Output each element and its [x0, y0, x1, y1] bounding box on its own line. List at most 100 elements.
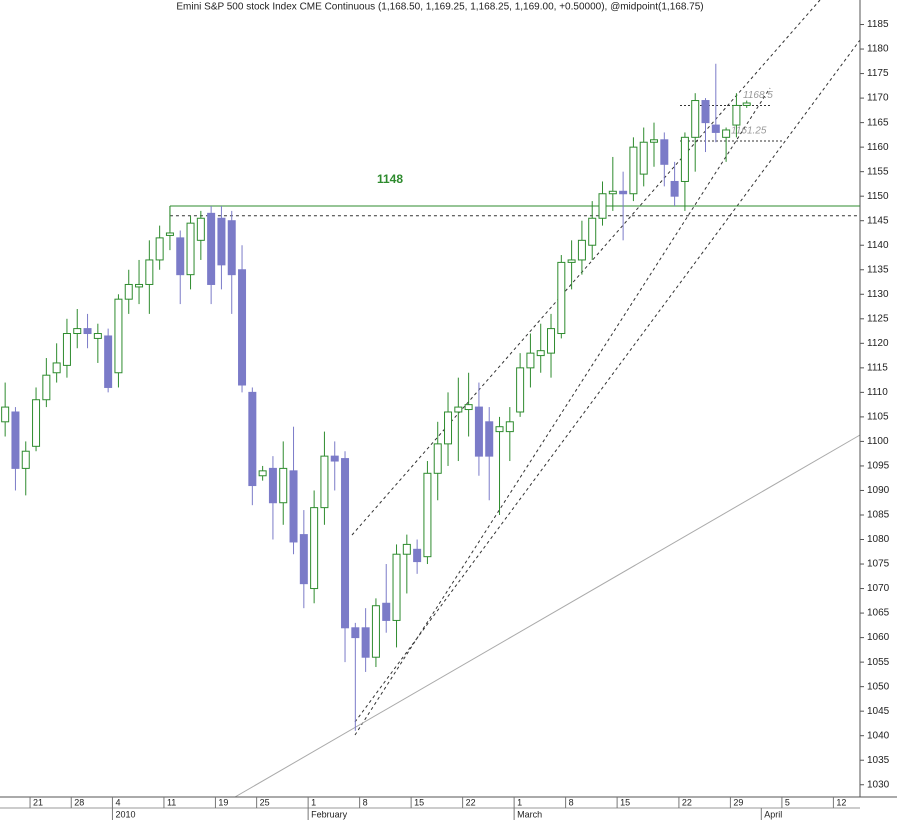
- x-tick-label: 22: [682, 797, 692, 807]
- candle-body: [176, 237, 185, 276]
- y-tick-label: 1080: [867, 534, 890, 545]
- x-tick-label: 22: [466, 797, 476, 807]
- x-tick-label: 29: [733, 797, 743, 807]
- y-tick-label: 1045: [867, 706, 890, 717]
- candle-body: [11, 411, 20, 469]
- range-label: 1168.5: [743, 90, 773, 101]
- candle-body: [361, 627, 370, 658]
- y-tick-label: 1075: [867, 559, 890, 570]
- x-tick-label: 5: [785, 797, 790, 807]
- resistance-label: 1148: [377, 172, 403, 186]
- candle-body: [392, 553, 401, 621]
- candle-body: [83, 328, 92, 335]
- candle-body: [433, 443, 442, 474]
- y-tick-label: 1130: [867, 289, 889, 300]
- candle-body: [32, 399, 41, 447]
- candle-body: [701, 100, 710, 124]
- candle-body: [547, 328, 556, 354]
- candle-body: [619, 190, 628, 195]
- candle-body: [1, 406, 10, 423]
- candle-body: [536, 350, 545, 357]
- y-tick-label: 1065: [867, 608, 890, 619]
- x-tick-label: 11: [167, 797, 176, 807]
- y-tick-label: 1110: [867, 387, 888, 398]
- x-tick-label: 8: [363, 797, 368, 807]
- candle-body: [351, 627, 360, 639]
- month-label: February: [311, 809, 348, 819]
- month-label: 2010: [115, 809, 135, 819]
- candle-body: [310, 507, 319, 590]
- y-tick-label: 1145: [867, 215, 889, 226]
- x-tick-label: 8: [569, 797, 574, 807]
- y-tick-label: 1170: [867, 93, 889, 104]
- candle-body: [238, 269, 247, 386]
- candle-body: [21, 450, 30, 469]
- y-tick-label: 1120: [867, 338, 889, 349]
- x-tick-label: 21: [33, 797, 43, 807]
- y-tick-label: 1070: [867, 583, 890, 594]
- candle-body: [207, 212, 216, 285]
- candle-body: [62, 333, 71, 366]
- candle-body: [722, 129, 731, 138]
- candle-body: [670, 180, 679, 197]
- y-tick-label: 1105: [867, 412, 889, 423]
- y-tick-label: 1150: [867, 191, 889, 202]
- candle-body: [52, 362, 61, 374]
- y-tick-label: 1155: [867, 166, 889, 177]
- month-label: March: [517, 809, 542, 819]
- y-tick-label: 1060: [867, 632, 890, 643]
- x-tick-label: 19: [218, 797, 228, 807]
- y-tick-label: 1135: [867, 264, 889, 275]
- candle-body: [423, 472, 432, 558]
- candle-body: [196, 217, 205, 241]
- candle-body: [145, 259, 154, 285]
- y-tick-label: 1085: [867, 510, 890, 521]
- candle-body: [557, 261, 566, 335]
- y-tick-label: 1100: [867, 436, 889, 447]
- x-tick-label: 15: [414, 797, 424, 807]
- y-tick-label: 1040: [867, 730, 890, 741]
- candle-body: [299, 534, 308, 585]
- candle-body: [248, 391, 257, 487]
- y-tick-label: 1030: [867, 779, 890, 790]
- candle-body: [474, 406, 483, 457]
- candle-body: [742, 102, 751, 106]
- y-tick-label: 1055: [867, 657, 890, 668]
- candle-body: [711, 124, 720, 133]
- candle-body: [73, 328, 82, 335]
- candle-body: [341, 458, 350, 629]
- candle-body: [279, 467, 288, 504]
- candle-body: [660, 139, 669, 165]
- candle-body: [444, 411, 453, 445]
- candle-body: [413, 548, 422, 563]
- x-tick-label: 15: [620, 797, 630, 807]
- candle-body: [135, 283, 144, 288]
- candle-body: [320, 455, 329, 509]
- candle-body: [639, 141, 648, 175]
- candle-body: [186, 222, 195, 276]
- y-tick-label: 1095: [867, 461, 890, 472]
- candle-body: [402, 543, 411, 555]
- channel-lines: [351, 0, 861, 736]
- candle-body: [526, 352, 535, 369]
- candle-body: [495, 426, 504, 433]
- y-tick-label: 1140: [867, 240, 889, 251]
- y-tick-label: 1160: [867, 142, 889, 153]
- y-tick-label: 1175: [867, 68, 889, 79]
- range-label: 1161.25: [731, 126, 767, 137]
- y-tick-label: 1090: [867, 485, 890, 496]
- candle-body: [42, 374, 51, 401]
- candle-body: [485, 421, 494, 457]
- candle-body: [567, 259, 576, 263]
- candle-body: [680, 136, 689, 182]
- y-tick-label: 1185: [867, 19, 889, 30]
- candle-body: [577, 239, 586, 261]
- candle-body: [505, 421, 514, 433]
- y-tick-label: 1035: [867, 755, 890, 766]
- candle-body: [516, 367, 525, 413]
- candle-body: [258, 470, 267, 477]
- candle-body: [93, 333, 102, 339]
- candle-body: [227, 220, 236, 276]
